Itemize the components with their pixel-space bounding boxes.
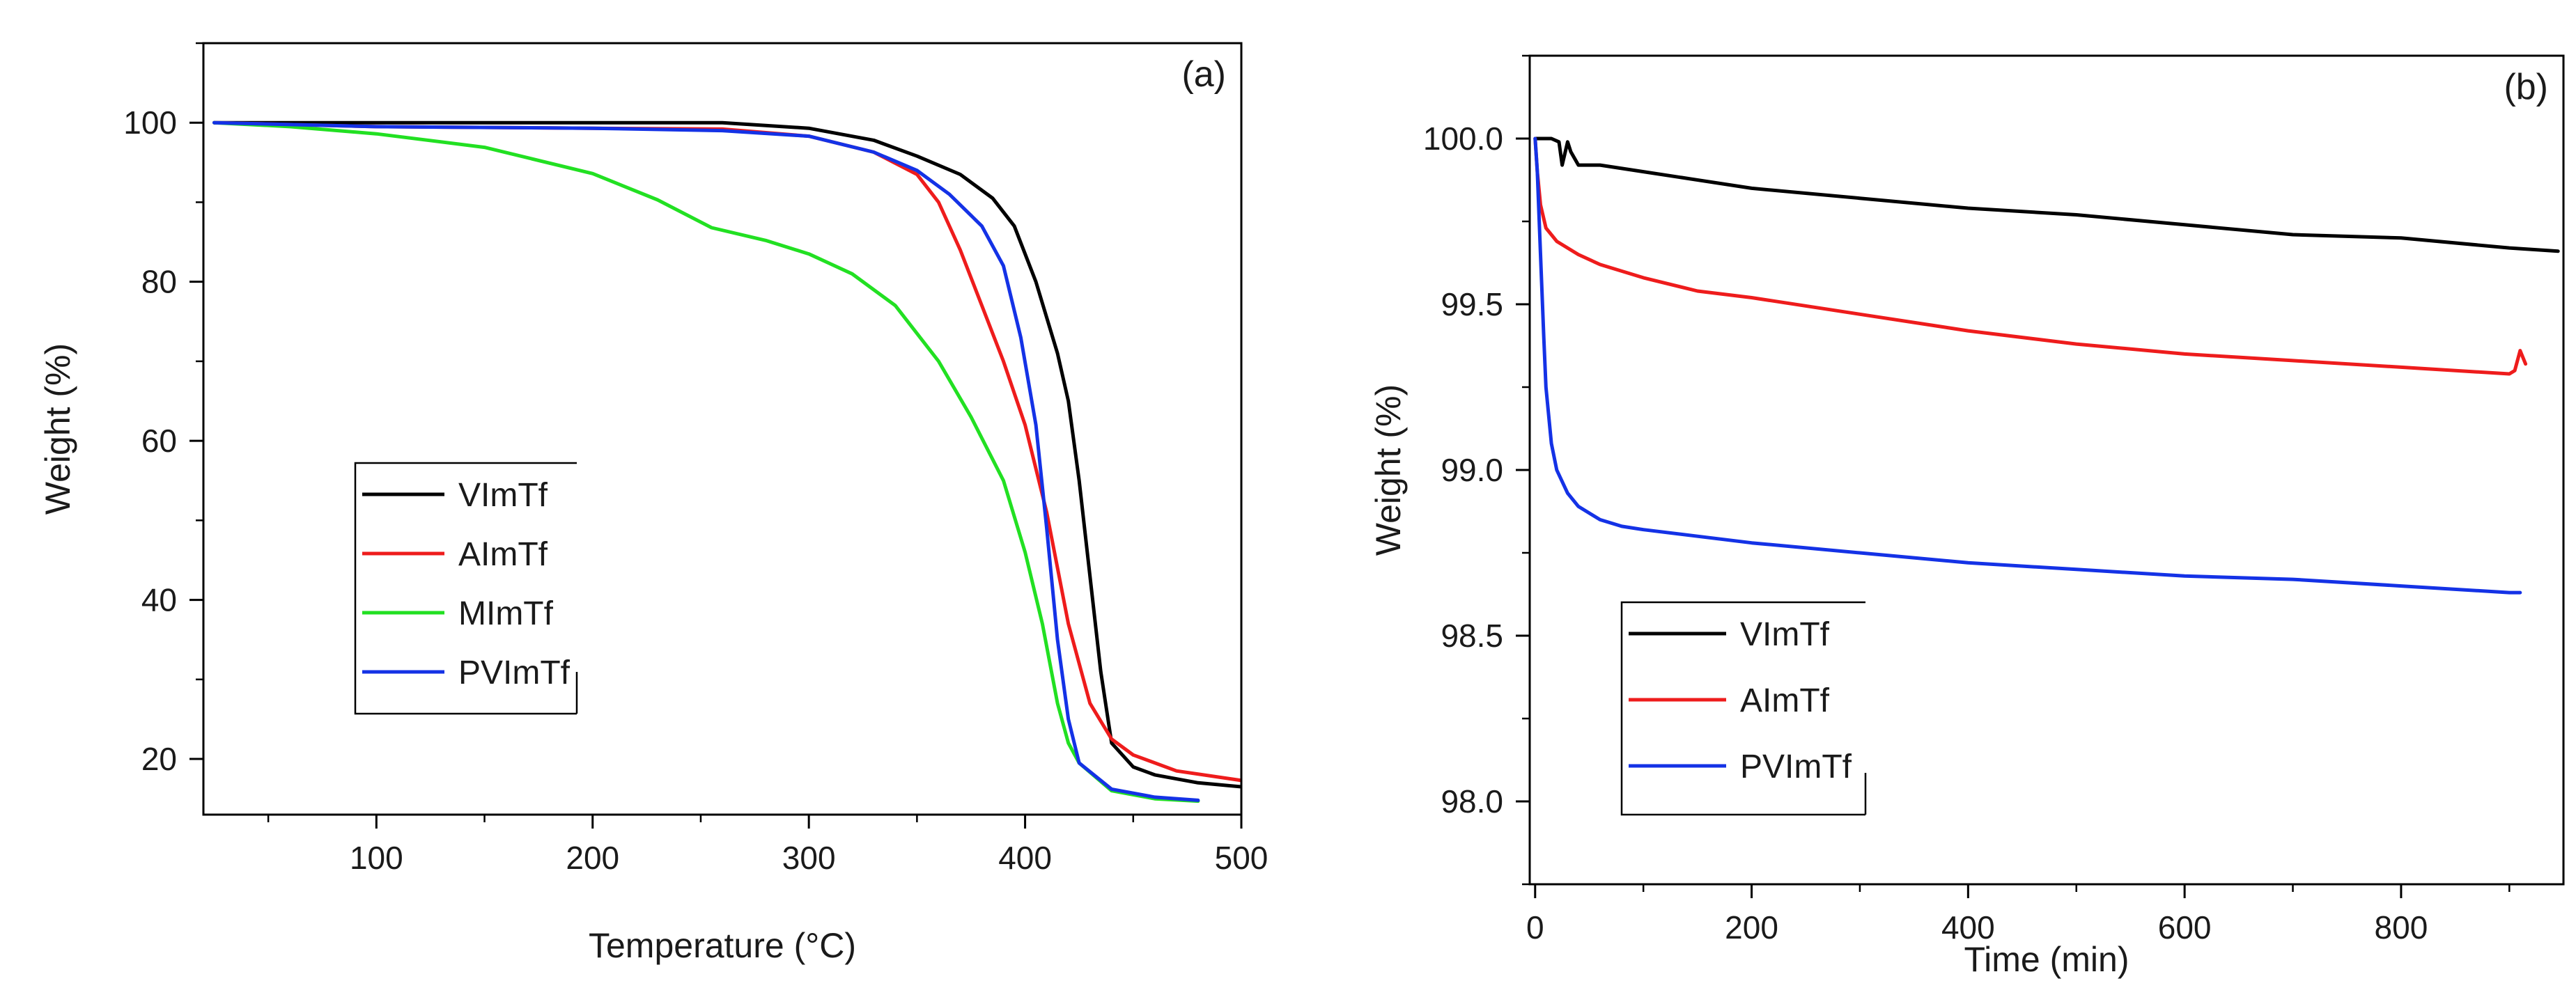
series-line-aimtf [212,120,1241,783]
series-line-pvimtf [1533,136,2522,595]
legend-label-vimtf: VImTf [458,477,548,514]
series-lines [1533,136,2560,595]
x-tick-label: 500 [1215,840,1268,876]
y-tick-label: 98.0 [1441,783,1503,820]
x-axis-title: Temperature (°C) [589,926,856,965]
axes-frame [1528,54,2565,886]
series-line-aimtf [1533,136,2528,376]
x-tick-label: 600 [2158,909,2212,946]
y-tick-label: 40 [141,582,177,618]
series-lines [212,120,1241,803]
axes-frame [202,42,1243,816]
legend-frame [1620,601,1865,816]
y-tick-label: 99.0 [1441,452,1503,488]
x-tick-label: 200 [1725,909,1778,946]
x-tick-label: 0 [1526,909,1544,946]
y-tick-label: 60 [141,423,177,459]
x-tick-label: 100 [350,840,403,876]
y-tick-label: 20 [141,741,177,777]
x-axis-title: Time (min) [1964,940,2129,979]
y-axis-title: Weight (%) [1369,384,1408,556]
y-tick-label: 100 [123,104,177,141]
series-line-vimtf [1533,136,2560,253]
legend-label-mimtf: MImTf [458,595,554,632]
x-tick-label: 300 [782,840,836,876]
series-line-mimtf [212,120,1200,803]
y-tick-label: 99.5 [1441,286,1503,322]
series-line-pvimtf [212,120,1200,802]
x-tick-label: 200 [566,840,619,876]
legend: VImTf AImTf PVImTf [1620,601,1867,816]
legend-label-vimtf: VImTf [1740,616,1830,653]
y-tick-label: 100.0 [1423,120,1503,157]
legend: VImTf AImTf MImTf PVImTf [354,462,578,715]
series-line-vimtf [212,120,1241,789]
x-tick-label: 800 [2375,909,2428,946]
y-tick-label: 80 [141,264,177,300]
legend-label-aimtf: AImTf [1740,682,1830,719]
panel-label: (a) [1181,54,1226,95]
chart-panel-a: 100 200 300 400 500 20 40 60 80 100 Temperature (°… [38,42,1268,965]
legend-label-aimtf: AImTf [458,536,548,573]
legend-frame [354,462,577,715]
y-axis-title: Weight (%) [38,343,77,515]
legend-label-pvimtf: PVImTf [1740,748,1852,785]
chart-panel-b: 0 200 400 600 800 98.0 98.5 99.0 99.5 100.0 Time (… [1369,54,2565,979]
y-tick-label: 98.5 [1441,618,1503,654]
x-tick-label: 400 [1941,909,1995,946]
panel-label: (b) [2504,67,2548,107]
legend-label-pvimtf: PVImTf [458,654,571,691]
x-tick-label: 400 [998,840,1052,876]
